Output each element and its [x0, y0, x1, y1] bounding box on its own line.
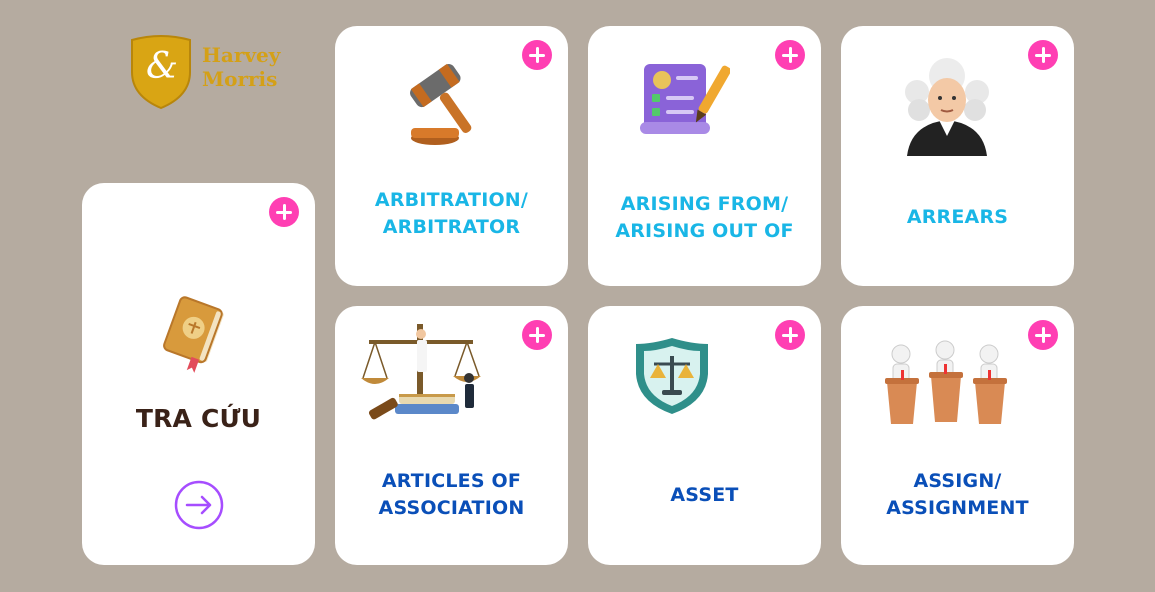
card-title: ARISING FROM/ARISING OUT OF	[615, 193, 794, 242]
card-arising-from[interactable]: ARISING FROM/ARISING OUT OF	[588, 26, 821, 286]
gavel-icon	[410, 63, 472, 145]
shield-scales-icon	[636, 338, 708, 414]
plus-icon[interactable]	[775, 320, 805, 350]
lookup-card[interactable]: TRA CỨU	[82, 183, 315, 565]
card-assign[interactable]: ASSIGN/ASSIGNMENT	[841, 306, 1074, 565]
arrow-right-circle-icon[interactable]	[173, 479, 225, 531]
card-asset[interactable]: ASSET	[588, 306, 821, 565]
plus-icon[interactable]	[775, 40, 805, 70]
card-title: ARTICLES OF ASSOCIATION	[378, 470, 525, 519]
law-book-icon	[163, 296, 224, 373]
plus-icon[interactable]	[522, 40, 552, 70]
card-arrears[interactable]: ARREARS	[841, 26, 1074, 286]
lookup-title: TRA CỨU	[135, 404, 262, 433]
card-articles-of-association[interactable]: ARTICLES OF ASSOCIATION	[335, 306, 568, 565]
plus-icon[interactable]	[1028, 320, 1058, 350]
shield-logo-icon	[131, 35, 191, 110]
card-title: ARREARS	[906, 206, 1009, 228]
document-pen-icon	[640, 64, 730, 134]
card-title: ASSIGN/ASSIGNMENT	[886, 470, 1029, 519]
card-title: ASSET	[670, 484, 739, 506]
brand-name-line2: Morris	[202, 67, 278, 91]
plus-icon[interactable]	[522, 320, 552, 350]
brand-name-line1: Harvey	[202, 43, 281, 67]
card-arbitration[interactable]: ARBITRATION/ARBITRATOR	[335, 26, 568, 286]
scales-books-icon	[361, 324, 481, 420]
card-title: ARBITRATION/ARBITRATOR	[374, 189, 529, 238]
plus-icon[interactable]	[1028, 40, 1058, 70]
logo-symbol: &	[146, 46, 179, 87]
judge-icon	[905, 58, 989, 156]
plus-icon[interactable]	[269, 197, 299, 227]
brand-logo: & Harvey Morris	[128, 34, 298, 112]
podium-people-icon	[885, 340, 1007, 424]
